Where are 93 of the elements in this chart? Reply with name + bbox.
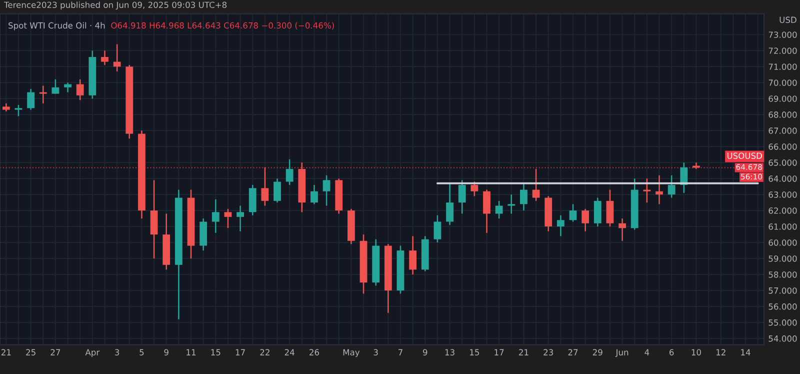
candlestick: [101, 50, 108, 66]
candlestick: [520, 182, 528, 212]
x-tick-label: 29: [592, 349, 602, 356]
y-tick-label: 67.000: [768, 128, 797, 134]
text: Spot WTI Crude Oil · 4h: [8, 22, 105, 30]
x-tick-label: 26: [310, 349, 320, 356]
candlestick: [76, 78, 84, 101]
candlestick: [113, 44, 121, 72]
y-axis-title: USD: [780, 16, 796, 23]
x-tick-label: 21: [519, 349, 528, 356]
candlestick: [582, 208, 590, 232]
annotation: O64.918 H64.968 L64.643 C64.678 −0.300 (−0.46%): [111, 22, 334, 30]
candlestick: [274, 178, 281, 204]
y-tick-label: 72.000: [768, 48, 797, 54]
y-tick-label: 62.000: [768, 207, 797, 214]
x-tick-label: May: [343, 349, 360, 358]
candlestick: [27, 88, 35, 110]
candlestick: [434, 214, 442, 244]
x-tick-label: Apr: [85, 349, 100, 358]
candlestick: [64, 82, 72, 93]
candlestick: [150, 180, 158, 260]
candlestick: [458, 180, 466, 214]
x-tick-label: 3: [374, 349, 378, 356]
candlestick: [656, 174, 663, 205]
x-tick-label: 4: [644, 349, 650, 356]
chart-title: Terence2023 published on Jun 09, 2025 09:03 UTC+8: [4, 2, 227, 10]
candlestick: [52, 78, 60, 94]
x-tick-label: 9: [164, 349, 168, 356]
x-tick-label: 6: [670, 349, 674, 356]
candlestick: [483, 189, 490, 234]
x-tick-label: 27: [50, 349, 60, 356]
x-tick-label: 13: [445, 349, 454, 356]
candlestick: [446, 182, 454, 226]
x-tick-label: 27: [568, 349, 578, 356]
x-tick-label: 3: [115, 349, 120, 356]
candlestick: [14, 104, 22, 117]
x-tick-label: 7: [398, 349, 402, 356]
candlestick: [286, 158, 294, 186]
x-tick-label: 12: [716, 349, 726, 356]
candlestick: [606, 189, 614, 228]
y-tick-label: 60.000: [768, 239, 797, 246]
x-tick-label: 21: [1, 349, 11, 356]
y-tick-label: 63.000: [768, 192, 797, 198]
y-tick-label: 61.000: [768, 223, 797, 230]
candlestick: [236, 205, 244, 232]
candlestick: [618, 218, 626, 242]
x-tick-label: 15: [211, 349, 220, 356]
candlestick: [668, 174, 676, 198]
candlestick: [200, 218, 208, 252]
candlestick: [224, 208, 232, 229]
candlestick: [508, 194, 516, 214]
y-tick-label: 58.000: [768, 271, 797, 278]
candlestick: [532, 168, 540, 202]
x-tick-label: 11: [186, 349, 196, 356]
candlestick: [322, 174, 330, 206]
y-tick-label: 64.000: [768, 176, 797, 182]
candlestick: [212, 198, 220, 234]
y-tick-label: 68.000: [768, 112, 797, 118]
ref-line-label: USOUSD: [727, 152, 762, 159]
x-tick-label: 5: [140, 349, 144, 356]
x-tick-label: 22: [260, 349, 270, 356]
candlestick: [310, 184, 318, 205]
x-tick-label: Jun: [615, 349, 628, 357]
y-tick-label: 54.000: [768, 335, 797, 342]
candlestick: [495, 200, 503, 220]
candlestick: [261, 166, 269, 206]
y-tick-label: 59.000: [768, 255, 797, 262]
candlestick: [594, 197, 602, 228]
y-tick-label: 69.000: [768, 96, 797, 102]
x-tick-label: 14: [741, 349, 750, 356]
y-tick-label: 66.000: [768, 144, 797, 150]
candlestick: [39, 85, 47, 104]
candlestick: [248, 184, 256, 216]
y-tick-label: 71.000: [768, 64, 797, 70]
y-tick-label: 56.000: [768, 303, 797, 310]
y-tick-label: 73.000: [768, 32, 797, 38]
y-tick-label: 70.000: [768, 80, 797, 86]
y-tick-label: 65.000: [768, 160, 797, 166]
y-tick-label: 57.000: [768, 287, 797, 294]
x-tick-label: 25: [26, 349, 36, 356]
candlestick: [409, 235, 417, 276]
x-tick-label: 9: [423, 349, 428, 356]
y-tick-label: 55.000: [768, 319, 797, 326]
x-tick-label: 10: [692, 349, 701, 356]
x-tick-label: 23: [544, 349, 553, 356]
candlestick: [470, 181, 478, 197]
x-tick-label: 24: [284, 349, 294, 356]
x-tick-label: 17: [236, 349, 245, 356]
x-tick-label: 17: [494, 349, 504, 356]
candlestick: [556, 214, 564, 237]
candlestick: [569, 203, 577, 222]
candlestick: [643, 178, 651, 204]
x-tick-label: 15: [470, 349, 479, 356]
